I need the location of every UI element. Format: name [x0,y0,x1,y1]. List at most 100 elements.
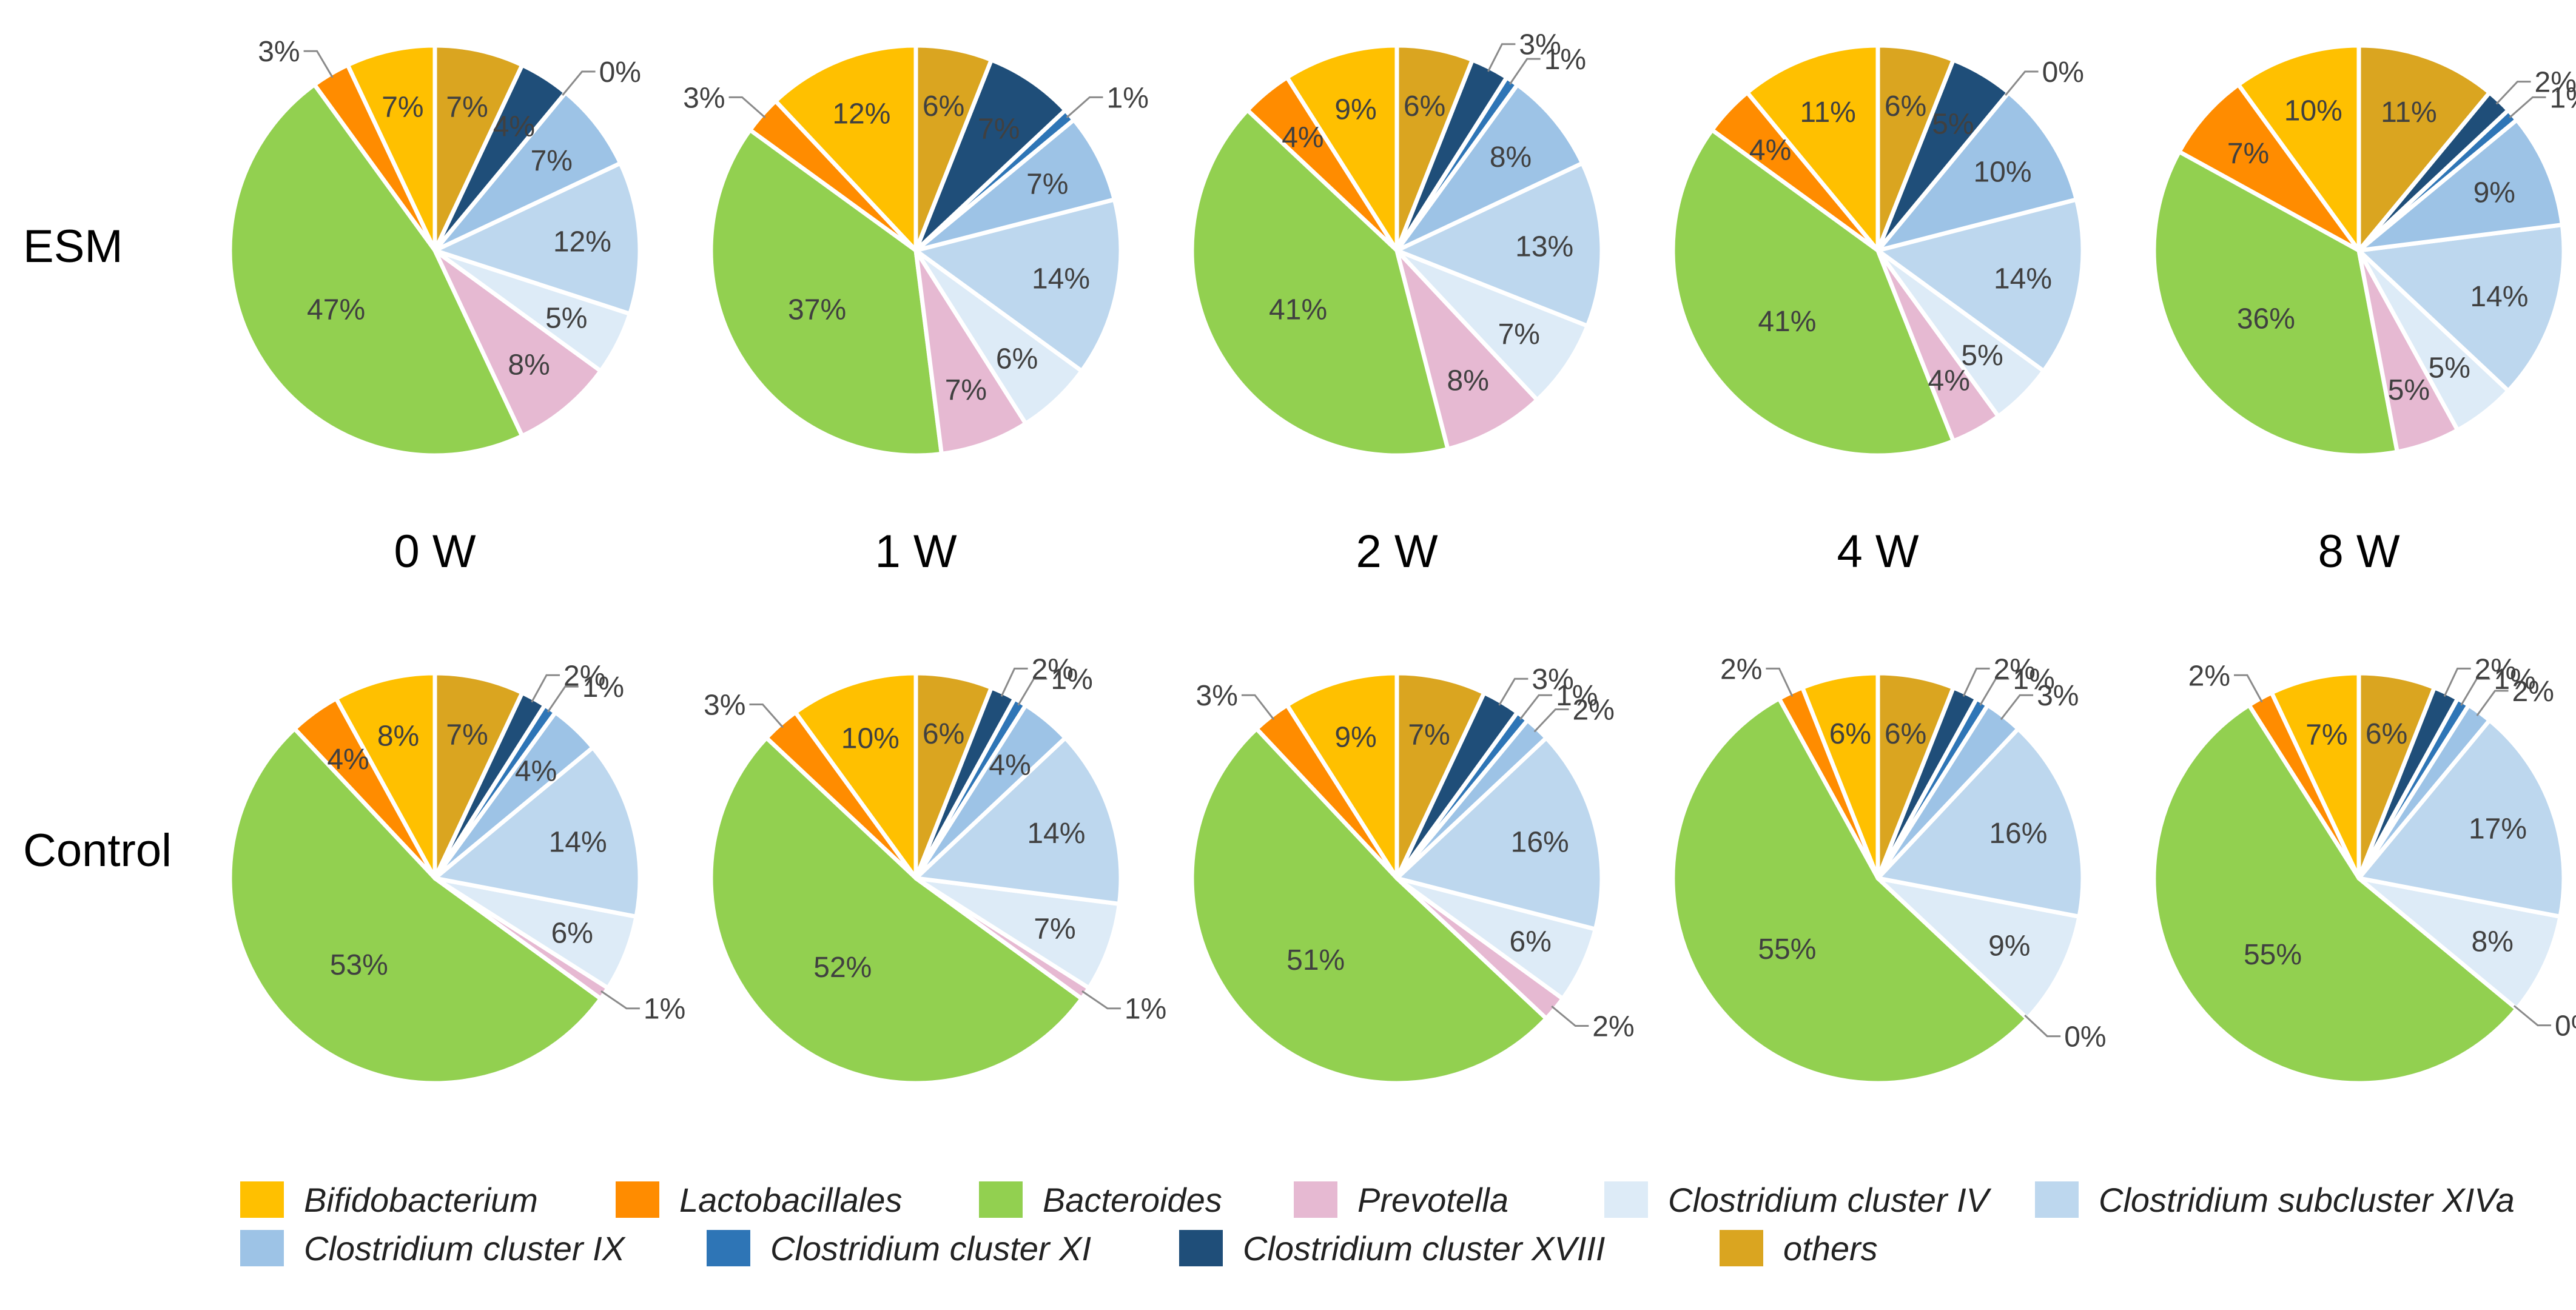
legend-label: Clostridium cluster IX [304,1229,627,1268]
pct-label-clostridium-cluster-xviii: 3% [1532,663,1573,696]
slice-others [913,671,994,881]
pct-label-prevotella: 1% [644,993,685,1026]
leader-line [1766,667,1794,697]
legend-label: Bifidobacterium [304,1181,538,1219]
legend-item-bifidobacterium: Bifidobacterium [240,1181,538,1219]
pct-label-lactobacillales: 4% [1749,134,1791,166]
pct-label-clostridium-cluster-xviii: 7% [978,113,1020,146]
legend-label: Bacteroides [1043,1181,1222,1219]
pct-label-prevotella: 8% [508,349,550,381]
pct-label-clostridium-cluster-iv: 7% [1034,913,1075,945]
legend-swatch [979,1181,1023,1218]
pct-label-bifidobacterium: 10% [841,723,900,755]
slice-bacteroides [1189,727,1549,1086]
pct-label-lactobacillales: 3% [258,36,300,68]
pct-label-prevotella: 4% [1928,364,1970,397]
pct-label-clostridium-cluster-xviii: 2% [2475,653,2517,685]
leader-line [1081,990,1121,1010]
leader-line [749,704,784,728]
leader-line [1533,708,1569,733]
pct-label-lactobacillales: 7% [2227,138,2269,170]
pct-label-bacteroides: 36% [2237,303,2295,335]
pct-label-clostridium-cluster-xviii: 5% [1932,109,1974,141]
leader-line [1000,667,1028,697]
pct-label-clostridium-cluster-iv: 7% [1498,318,1540,351]
pct-label-clostridium-subcluster-xiva: 16% [1989,818,2047,850]
slice-clostridium-cluster-ix [2356,118,2564,253]
pct-label-clostridium-subcluster-xiva: 13% [1515,230,1573,263]
pct-label-bacteroides: 55% [2244,939,2302,971]
pct-label-clostridium-subcluster-xiva: 14% [549,827,607,859]
pct-label-others: 7% [446,92,488,124]
pct-label-clostridium-cluster-iv: 6% [996,343,1038,375]
pct-label-bifidobacterium: 7% [382,92,423,124]
pct-label-clostridium-subcluster-xiva: 17% [2469,813,2527,845]
pie-esm-4-w: 11%4%41%4%5%14%10%0%5%6% [1670,43,2085,458]
leader-line [1241,694,1275,720]
pie-esm-1-w: 12% 3% 37% 7% 6% 14% 7% 1% 7% 6% [683,43,1149,458]
slice-bacteroides [227,727,603,1086]
legend-swatch [240,1181,284,1218]
slice-prevotella [1394,248,1539,451]
pct-label-clostridium-cluster-xi: 1% [582,671,624,704]
leader-line [2234,674,2263,703]
leader-line [303,50,334,78]
slice-clostridium-cluster-ix [1394,82,1585,253]
leader-line [1017,677,1048,706]
pct-label-clostridium-subcluster-xiva: 12% [553,226,611,258]
slice-bacteroides [1670,696,2030,1086]
slice-clostridium-subcluster-xiva [913,197,1123,374]
leader-line [600,990,640,1010]
row-label-esm: ESM [23,221,123,272]
leader-line [2024,1014,2061,1038]
legend-label: Clostridium subcluster XIVa [2099,1181,2515,1219]
pct-label-clostridium-cluster-xviii: 2% [563,660,605,692]
legend-label: Clostridium cluster IV [1668,1181,1992,1219]
pct-label-lactobacillales: 3% [1196,680,1238,712]
pct-label-clostridium-cluster-xviii: 4% [493,111,535,143]
pct-label-bifidobacterium: 6% [1829,718,1871,750]
pct-label-clostridium-cluster-xi: 1% [2013,663,2054,696]
legend-swatch [1720,1230,1763,1266]
legend-item-prevotella: Prevotella [1294,1181,1508,1219]
pct-label-lactobacillales: 2% [1720,653,1762,685]
pct-label-clostridium-subcluster-xiva: 14% [2470,281,2528,313]
legend-swatch [707,1230,750,1266]
pct-label-clostridium-cluster-ix: 3% [2037,680,2079,712]
pct-label-prevotella: 5% [2388,374,2430,406]
pct-label-lactobacillales: 4% [327,744,369,776]
pct-label-clostridium-cluster-ix: 4% [989,750,1031,782]
slice-bacteroides [2151,703,2519,1086]
pct-label-bacteroides: 41% [1269,294,1327,326]
slice-clostridium-cluster-xviii [913,58,1068,253]
legend-label: Clostridium cluster XVIII [1243,1229,1606,1268]
legend-swatch [1179,1230,1223,1266]
pct-label-clostridium-cluster-ix: 9% [2473,176,2515,209]
slice-clostridium-cluster-iv [2356,876,2563,1011]
pct-label-clostridium-cluster-xi: 1% [2550,82,2576,114]
slice-others [1875,43,1956,253]
slice-bifidobacterium [1285,43,1399,253]
leader-line [1487,43,1516,72]
pct-label-clostridium-cluster-ix: 10% [1973,156,2031,189]
slice-bacteroides [1189,108,1450,458]
pct-label-clostridium-subcluster-xiva: 14% [1032,263,1090,295]
pct-label-bifidobacterium: 11% [1800,96,1856,129]
legend-item-clostridium-cluster-ix: Clostridium cluster IX [240,1229,627,1268]
pct-label-bacteroides: 52% [813,952,872,984]
slice-others [2356,671,2436,881]
pct-label-others: 11% [2381,96,2437,129]
leader-line [2005,70,2039,96]
pct-label-clostridium-cluster-xi: 1% [1556,680,1598,712]
pct-label-clostridium-cluster-iv: 6% [1510,926,1552,958]
pct-label-lactobacillales: 3% [683,82,725,114]
slice-bacteroides [708,736,1084,1086]
leader-line [1508,58,1541,85]
legend-swatch [240,1230,284,1266]
pct-label-others: 7% [446,719,488,751]
pct-label-bifidobacterium: 10% [2284,95,2342,127]
pct-label-others: 7% [1408,719,1450,751]
leader-line [1519,694,1553,720]
leader-line [1962,667,1990,697]
